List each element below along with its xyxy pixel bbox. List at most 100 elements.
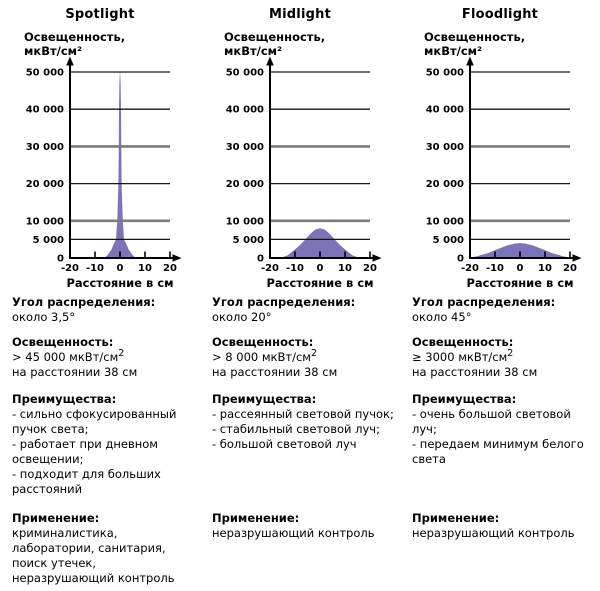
illuminance-distance: на расстоянии 38 см <box>12 365 138 379</box>
illuminance-label: Освещенность: <box>212 335 314 349</box>
midlight-plot: 0 5 000 10 000 20 000 30 000 40 000 50 000 -20-… <box>226 56 382 290</box>
svg-text:0: 0 <box>517 263 524 274</box>
application-line: поиск утечек, <box>12 556 97 570</box>
column-floodlight: Floodlight Освещенность, мкВт/см² 0 5 000… <box>400 0 600 591</box>
svg-text:50 000: 50 000 <box>226 68 264 79</box>
svg-text:0: 0 <box>117 263 124 274</box>
beam-angle-label: Угол распределения: <box>412 295 556 309</box>
svg-text:10: 10 <box>338 263 352 274</box>
svg-text:-20: -20 <box>461 263 479 274</box>
svg-text:20: 20 <box>163 263 177 274</box>
svg-text:-10: -10 <box>486 263 504 274</box>
y-axis-label: Освещенность, мкВт/см² <box>24 30 126 58</box>
svg-text:0: 0 <box>457 254 464 265</box>
svg-text:10: 10 <box>538 263 552 274</box>
advantage-item: - большой световой луч <box>212 437 357 451</box>
illuminance-section: Освещенность: ≥ 3000 мкВт/см2 на расстоя… <box>412 335 598 392</box>
illuminance-value: ≥ 3000 мкВт/см2 <box>412 348 514 364</box>
illuminance-value: > 45 000 мкВт/см2 <box>12 348 125 364</box>
chart-title: Midlight <box>269 7 331 22</box>
beam-angle-value: около 3,5° <box>12 310 76 324</box>
application-line: неразрушающий контроль <box>12 571 175 585</box>
x-axis-label: Расстояние в см <box>66 276 173 290</box>
svg-text:10 000: 10 000 <box>426 216 464 227</box>
illuminance-section: Освещенность: > 45 000 мкВт/см2 на расст… <box>12 335 198 392</box>
midlight-description: Угол распределения: около 20° Освещеннос… <box>200 290 400 541</box>
svg-text:0: 0 <box>57 254 64 265</box>
svg-text:50 000: 50 000 <box>26 68 64 79</box>
svg-text:10 000: 10 000 <box>226 216 264 227</box>
beam-angle-label: Угол распределения: <box>12 295 156 309</box>
y-axis-label: Освещенность, мкВт/см² <box>424 30 526 58</box>
beam-angle-section: Угол распределения: около 3,5° <box>12 290 198 335</box>
advantages-label: Преимущества: <box>212 392 317 406</box>
spotlight-plot: 0 5 000 10 000 20 000 30 000 40 000 50 000 -20-… <box>26 56 182 290</box>
application-label: Применение: <box>212 511 300 525</box>
svg-text:0: 0 <box>317 263 324 274</box>
illuminance-label: Освещенность: <box>12 335 114 349</box>
svg-text:20: 20 <box>363 263 377 274</box>
x-axis-label: Расстояние в см <box>266 276 373 290</box>
beam-angle-section: Угол распределения: около 45° <box>412 290 598 335</box>
illuminance-section: Освещенность: > 8 000 мкВт/см2 на рассто… <box>212 335 398 392</box>
svg-text:-20: -20 <box>261 263 279 274</box>
x-axis-label: Расстояние в см <box>466 276 573 290</box>
svg-text:20: 20 <box>563 263 577 274</box>
advantage-item: - подходит для больших расстояний <box>12 467 161 496</box>
svg-text:5 000: 5 000 <box>433 235 464 246</box>
illuminance-label: Освещенность: <box>412 335 514 349</box>
svg-text:20 000: 20 000 <box>426 179 464 190</box>
svg-text:30 000: 30 000 <box>426 142 464 153</box>
advantage-item: - очень большой световой луч; <box>412 407 571 436</box>
beam-angle-value: около 20° <box>212 310 272 324</box>
floodlight-chart: Floodlight Освещенность, мкВт/см² 0 5 000… <box>400 0 600 290</box>
advantage-item: - передаем минимум белого света <box>412 437 584 466</box>
application-line: криминалистика, <box>12 526 118 540</box>
advantages-section: Преимущества: - очень большой световой л… <box>412 392 598 506</box>
svg-text:40 000: 40 000 <box>226 105 264 116</box>
column-spotlight: Spotlight Освещенность, мкВт/см² 0 5 000 1… <box>0 0 200 591</box>
chart-title: Floodlight <box>461 7 539 22</box>
application-line: неразрушающий контроль <box>412 526 575 540</box>
application-label: Применение: <box>12 511 100 525</box>
floodlight-description: Угол распределения: около 45° Освещеннос… <box>400 290 600 541</box>
beam-angle-section: Угол распределения: около 20° <box>212 290 398 335</box>
svg-text:30 000: 30 000 <box>26 142 64 153</box>
advantage-item: - стабильный световой луч; <box>212 422 380 436</box>
spotlight-chart: Spotlight Освещенность, мкВт/см² 0 5 000 1… <box>0 0 200 290</box>
svg-text:5 000: 5 000 <box>33 235 64 246</box>
column-midlight: Midlight Освещенность, мкВт/см² 0 5 000 10… <box>200 0 400 591</box>
spotlight-description: Угол распределения: около 3,5° Освещенно… <box>0 290 200 586</box>
svg-text:-20: -20 <box>61 263 79 274</box>
svg-text:-10: -10 <box>286 263 304 274</box>
application-section: Применение: неразрушающий контроль <box>212 506 398 541</box>
illuminance-distance: на расстоянии 38 см <box>212 365 338 379</box>
svg-text:40 000: 40 000 <box>426 105 464 116</box>
advantages-label: Преимущества: <box>412 392 517 406</box>
svg-text:50 000: 50 000 <box>426 68 464 79</box>
svg-text:40 000: 40 000 <box>26 105 64 116</box>
advantage-item: - работает при дневном освещении; <box>12 437 158 466</box>
midlight-chart: Midlight Освещенность, мкВт/см² 0 5 000 10… <box>200 0 400 290</box>
application-section: Применение: криминалистика, лаборатории,… <box>12 506 198 586</box>
advantages-section: Преимущества: - рассеянный световой пучо… <box>212 392 398 506</box>
svg-text:0: 0 <box>257 254 264 265</box>
floodlight-plot: 0 5 000 10 000 20 000 30 000 40 000 50 000 -20-… <box>426 56 582 290</box>
advantages-label: Преимущества: <box>12 392 117 406</box>
application-line: неразрушающий контроль <box>212 526 375 540</box>
chart-title: Spotlight <box>65 7 135 22</box>
y-axis-label: Освещенность, мкВт/см² <box>224 30 326 58</box>
beam-angle-value: около 45° <box>412 310 472 324</box>
svg-text:-10: -10 <box>86 263 104 274</box>
svg-text:20 000: 20 000 <box>26 179 64 190</box>
application-label: Применение: <box>412 511 500 525</box>
application-section: Применение: неразрушающий контроль <box>412 506 598 541</box>
illuminance-value: > 8 000 мкВт/см2 <box>212 348 317 364</box>
advantage-item: - рассеянный световой пучок; <box>212 407 394 421</box>
application-line: лаборатории, санитария, <box>12 541 166 555</box>
svg-text:10: 10 <box>138 263 152 274</box>
svg-text:30 000: 30 000 <box>226 142 264 153</box>
beam-angle-label: Угол распределения: <box>212 295 356 309</box>
advantages-section: Преимущества: - сильно сфокусированный п… <box>12 392 198 506</box>
